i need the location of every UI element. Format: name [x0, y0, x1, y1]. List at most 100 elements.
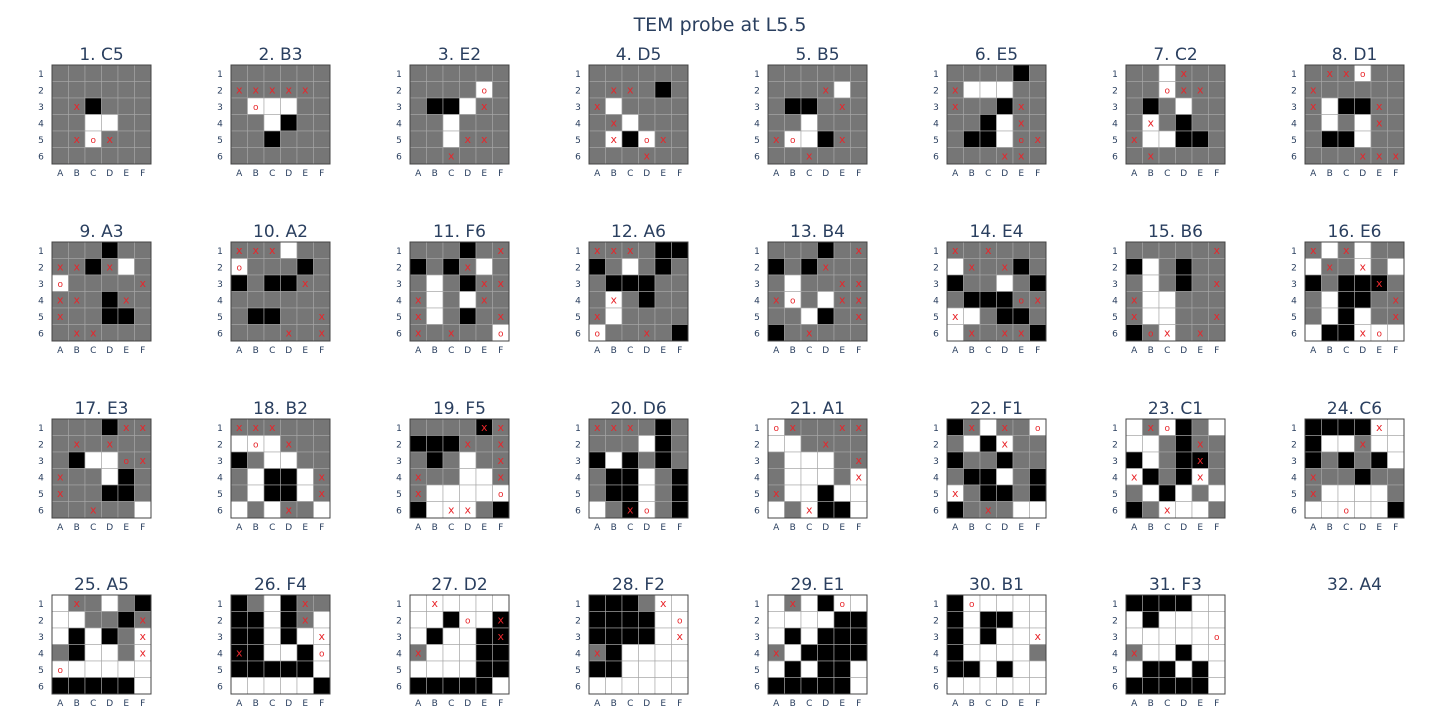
marker-x: x [73, 437, 80, 450]
col-tick-label: F [856, 346, 861, 356]
cell-B6 [1321, 501, 1339, 519]
cell-D1 [1354, 418, 1372, 436]
cell-E5 [1012, 307, 1030, 325]
cell-D5 [996, 660, 1014, 678]
panel-title: 27. D2 [431, 575, 487, 595]
cell-D1 [996, 64, 1014, 82]
panel-frame [1304, 241, 1405, 342]
marker-x: x [1001, 421, 1008, 434]
cell-A1 [409, 418, 427, 436]
panel-title: 12. A6 [611, 222, 666, 242]
cell-F5 [492, 130, 510, 148]
cell-C6 [263, 147, 281, 165]
cell-E5 [1191, 130, 1209, 148]
cell-E1 [1191, 418, 1209, 436]
cell-C6 [263, 501, 281, 519]
cell-D3 [459, 451, 477, 469]
cell-C1 [263, 594, 281, 612]
col-tick-label: A [952, 523, 959, 533]
marker-o: o [644, 506, 650, 516]
panel-title: 11. F6 [433, 222, 486, 242]
panel-title: 32. A4 [1327, 575, 1382, 595]
marker-x: x [236, 421, 243, 434]
cell-A3 [1125, 97, 1143, 115]
col-tick-label: F [498, 346, 503, 356]
marker-x: x [1131, 310, 1138, 323]
cell-E5 [833, 307, 851, 325]
cell-B3 [426, 627, 444, 645]
col-tick-label: E [1197, 169, 1203, 179]
cell-B5 [963, 307, 981, 325]
cell-F4 [134, 291, 152, 309]
cell-A1 [588, 594, 606, 612]
cell-F3 [134, 97, 152, 115]
cell-F3 [1208, 451, 1226, 469]
cell-B2 [1142, 435, 1160, 453]
cell-F1 [850, 64, 868, 82]
panel-title: 4. D5 [616, 45, 662, 65]
col-tick-label: B [1148, 699, 1154, 709]
marker-x: x [1034, 630, 1041, 643]
cell-D2 [1175, 258, 1193, 276]
marker-x: x [481, 100, 488, 113]
panel-title: 13. B4 [790, 222, 845, 242]
cell-A5 [230, 130, 248, 148]
cell-F4 [671, 114, 689, 132]
cell-E4 [117, 114, 135, 132]
row-tick-label: 3 [1291, 457, 1297, 467]
cell-E2 [833, 435, 851, 453]
cell-C1 [979, 594, 997, 612]
cell-E4 [833, 114, 851, 132]
cell-D3 [996, 451, 1014, 469]
row-tick-label: 2 [1112, 440, 1118, 450]
col-tick-label: E [481, 346, 487, 356]
cell-D6 [817, 324, 835, 342]
col-tick-label: E [1018, 346, 1024, 356]
cell-E4 [1191, 291, 1209, 309]
marker-x: x [855, 277, 862, 290]
cell-C1 [979, 64, 997, 82]
cell-C2 [84, 435, 102, 453]
cell-C3 [979, 627, 997, 645]
marker-x: x [643, 326, 650, 339]
row-tick-label: 3 [217, 633, 223, 643]
panel-title: 9. A3 [79, 222, 123, 242]
cell-E6 [833, 324, 851, 342]
marker-x: x [1018, 326, 1025, 339]
row-tick-label: 6 [933, 506, 939, 516]
cell-D5 [817, 307, 835, 325]
cell-A4 [946, 644, 964, 662]
row-tick-label: 3 [217, 103, 223, 113]
marker-x: x [1359, 326, 1366, 339]
col-tick-label: F [856, 169, 861, 179]
cell-C6 [1337, 324, 1355, 342]
cell-F2 [1387, 258, 1405, 276]
panel-frame [409, 64, 510, 165]
cell-A3 [409, 451, 427, 469]
cell-B2 [963, 611, 981, 629]
cell-B3 [605, 451, 623, 469]
cell-F4 [492, 644, 510, 662]
cell-F5 [850, 484, 868, 502]
cell-C4 [621, 291, 639, 309]
marker-x: x [57, 310, 64, 323]
cell-B2 [426, 435, 444, 453]
cell-B4 [1142, 468, 1160, 486]
cell-C1 [84, 64, 102, 82]
col-tick-label: C [627, 346, 633, 356]
marker-x: x [1001, 149, 1008, 162]
cell-D6 [280, 677, 298, 695]
marker-o: o [1018, 296, 1024, 306]
cell-C6 [979, 324, 997, 342]
cell-D4 [996, 468, 1014, 486]
cell-E3 [117, 97, 135, 115]
panel-frame [409, 241, 510, 342]
cell-E1 [1012, 418, 1030, 436]
cell-D1 [459, 594, 477, 612]
marker-x: x [73, 100, 80, 113]
cell-E1 [475, 594, 493, 612]
cell-C3 [621, 97, 639, 115]
marker-x: x [318, 630, 325, 643]
marker-x: x [318, 326, 325, 339]
